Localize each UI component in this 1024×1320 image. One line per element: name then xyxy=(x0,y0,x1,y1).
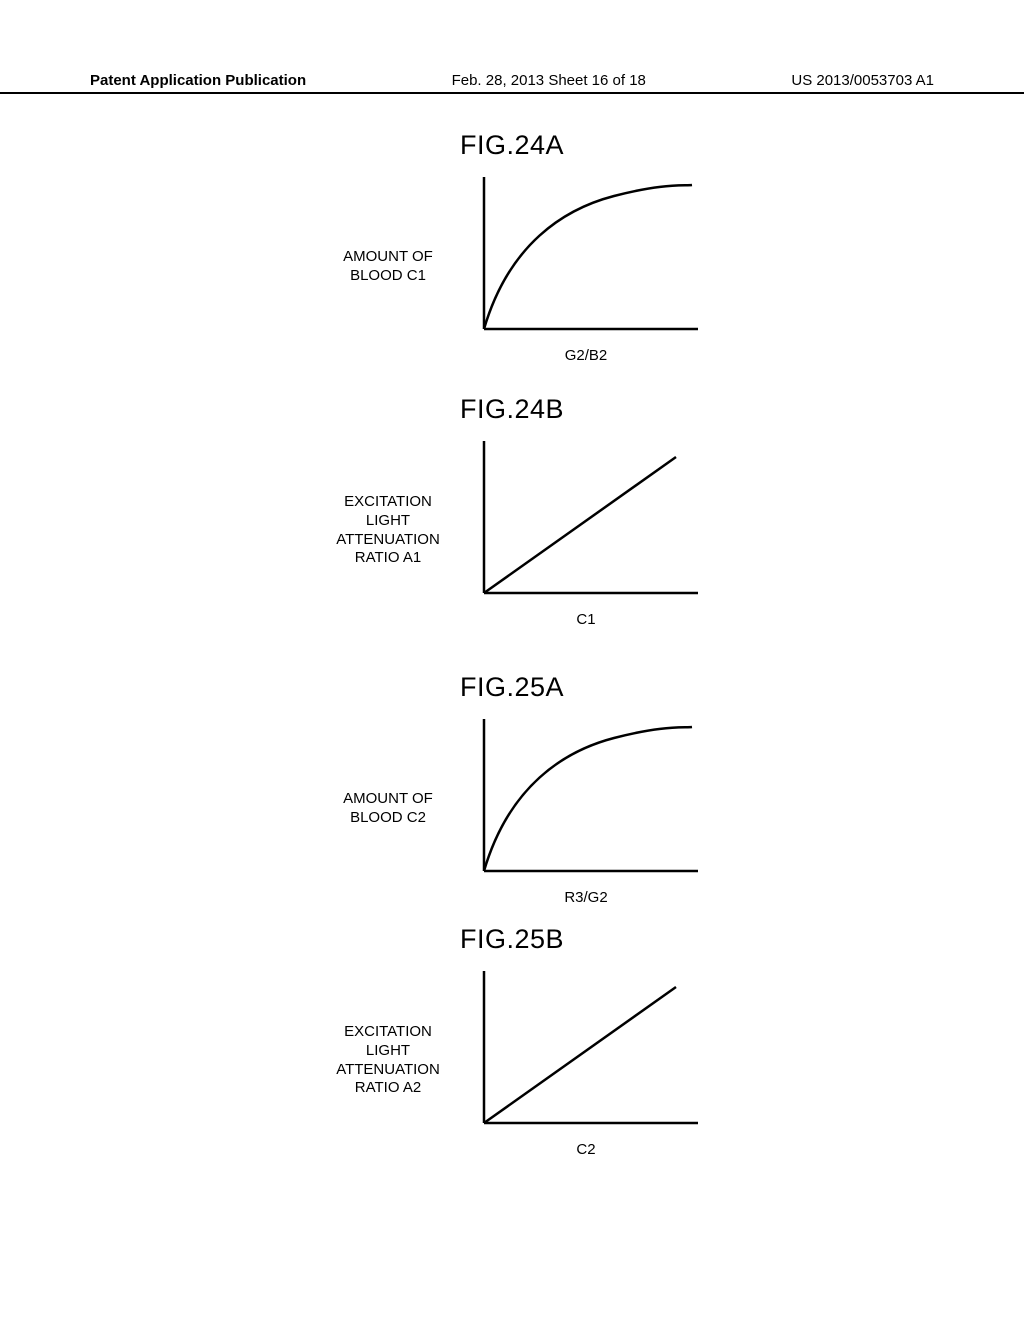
y-axis-label: EXCITATION LIGHT ATTENUATION RATIO A2 xyxy=(318,1023,458,1098)
figure-title: FIG.25A xyxy=(460,672,564,703)
y-axis-label: AMOUNT OF BLOOD C2 xyxy=(318,790,458,828)
x-axis-label: R3/G2 xyxy=(486,889,686,906)
figure-block: FIG.25B EXCITATION LIGHT ATTENUATION RATI… xyxy=(318,924,706,1158)
page-header: Patent Application Publication Feb. 28, … xyxy=(0,72,1024,94)
figures-container: FIG.24A AMOUNT OF BLOOD C1 G2/B2 FIG.24B EXC… xyxy=(0,130,1024,1158)
chart-row: EXCITATION LIGHT ATTENUATION RATIO A2 C2 xyxy=(318,963,706,1158)
curve-linear xyxy=(484,457,676,593)
figure-title: FIG.25B xyxy=(460,924,564,955)
x-axis-label: G2/B2 xyxy=(486,347,686,364)
figure-title: FIG.24B xyxy=(460,394,564,425)
chart-row: EXCITATION LIGHT ATTENUATION RATIO A1 C1 xyxy=(318,433,706,628)
chart-svg xyxy=(466,433,706,608)
header-publication: Patent Application Publication xyxy=(90,72,306,89)
figure-title: FIG.24A xyxy=(460,130,564,161)
curve-log xyxy=(484,727,692,871)
figure-block: FIG.24A AMOUNT OF BLOOD C1 G2/B2 xyxy=(318,130,706,364)
curve-linear xyxy=(484,987,676,1123)
x-axis-label: C2 xyxy=(486,1141,686,1158)
chart-row: AMOUNT OF BLOOD C2 R3/G2 xyxy=(318,711,706,906)
y-axis-label: AMOUNT OF BLOOD C1 xyxy=(318,248,458,286)
header-date-sheet: Feb. 28, 2013 Sheet 16 of 18 xyxy=(452,72,646,89)
chart-area: R3/G2 xyxy=(466,711,706,906)
chart-svg xyxy=(466,963,706,1138)
curve-log xyxy=(484,185,692,329)
x-axis-label: C1 xyxy=(486,611,686,628)
chart-row: AMOUNT OF BLOOD C1 G2/B2 xyxy=(318,169,706,364)
chart-svg xyxy=(466,711,706,886)
chart-area: C2 xyxy=(466,963,706,1158)
chart-area: C1 xyxy=(466,433,706,628)
figure-block: FIG.24B EXCITATION LIGHT ATTENUATION RATI… xyxy=(318,394,706,628)
header-patent-number: US 2013/0053703 A1 xyxy=(791,72,934,89)
chart-svg xyxy=(466,169,706,344)
y-axis-label: EXCITATION LIGHT ATTENUATION RATIO A1 xyxy=(318,493,458,568)
figure-block: FIG.25A AMOUNT OF BLOOD C2 R3/G2 xyxy=(318,672,706,906)
chart-area: G2/B2 xyxy=(466,169,706,364)
